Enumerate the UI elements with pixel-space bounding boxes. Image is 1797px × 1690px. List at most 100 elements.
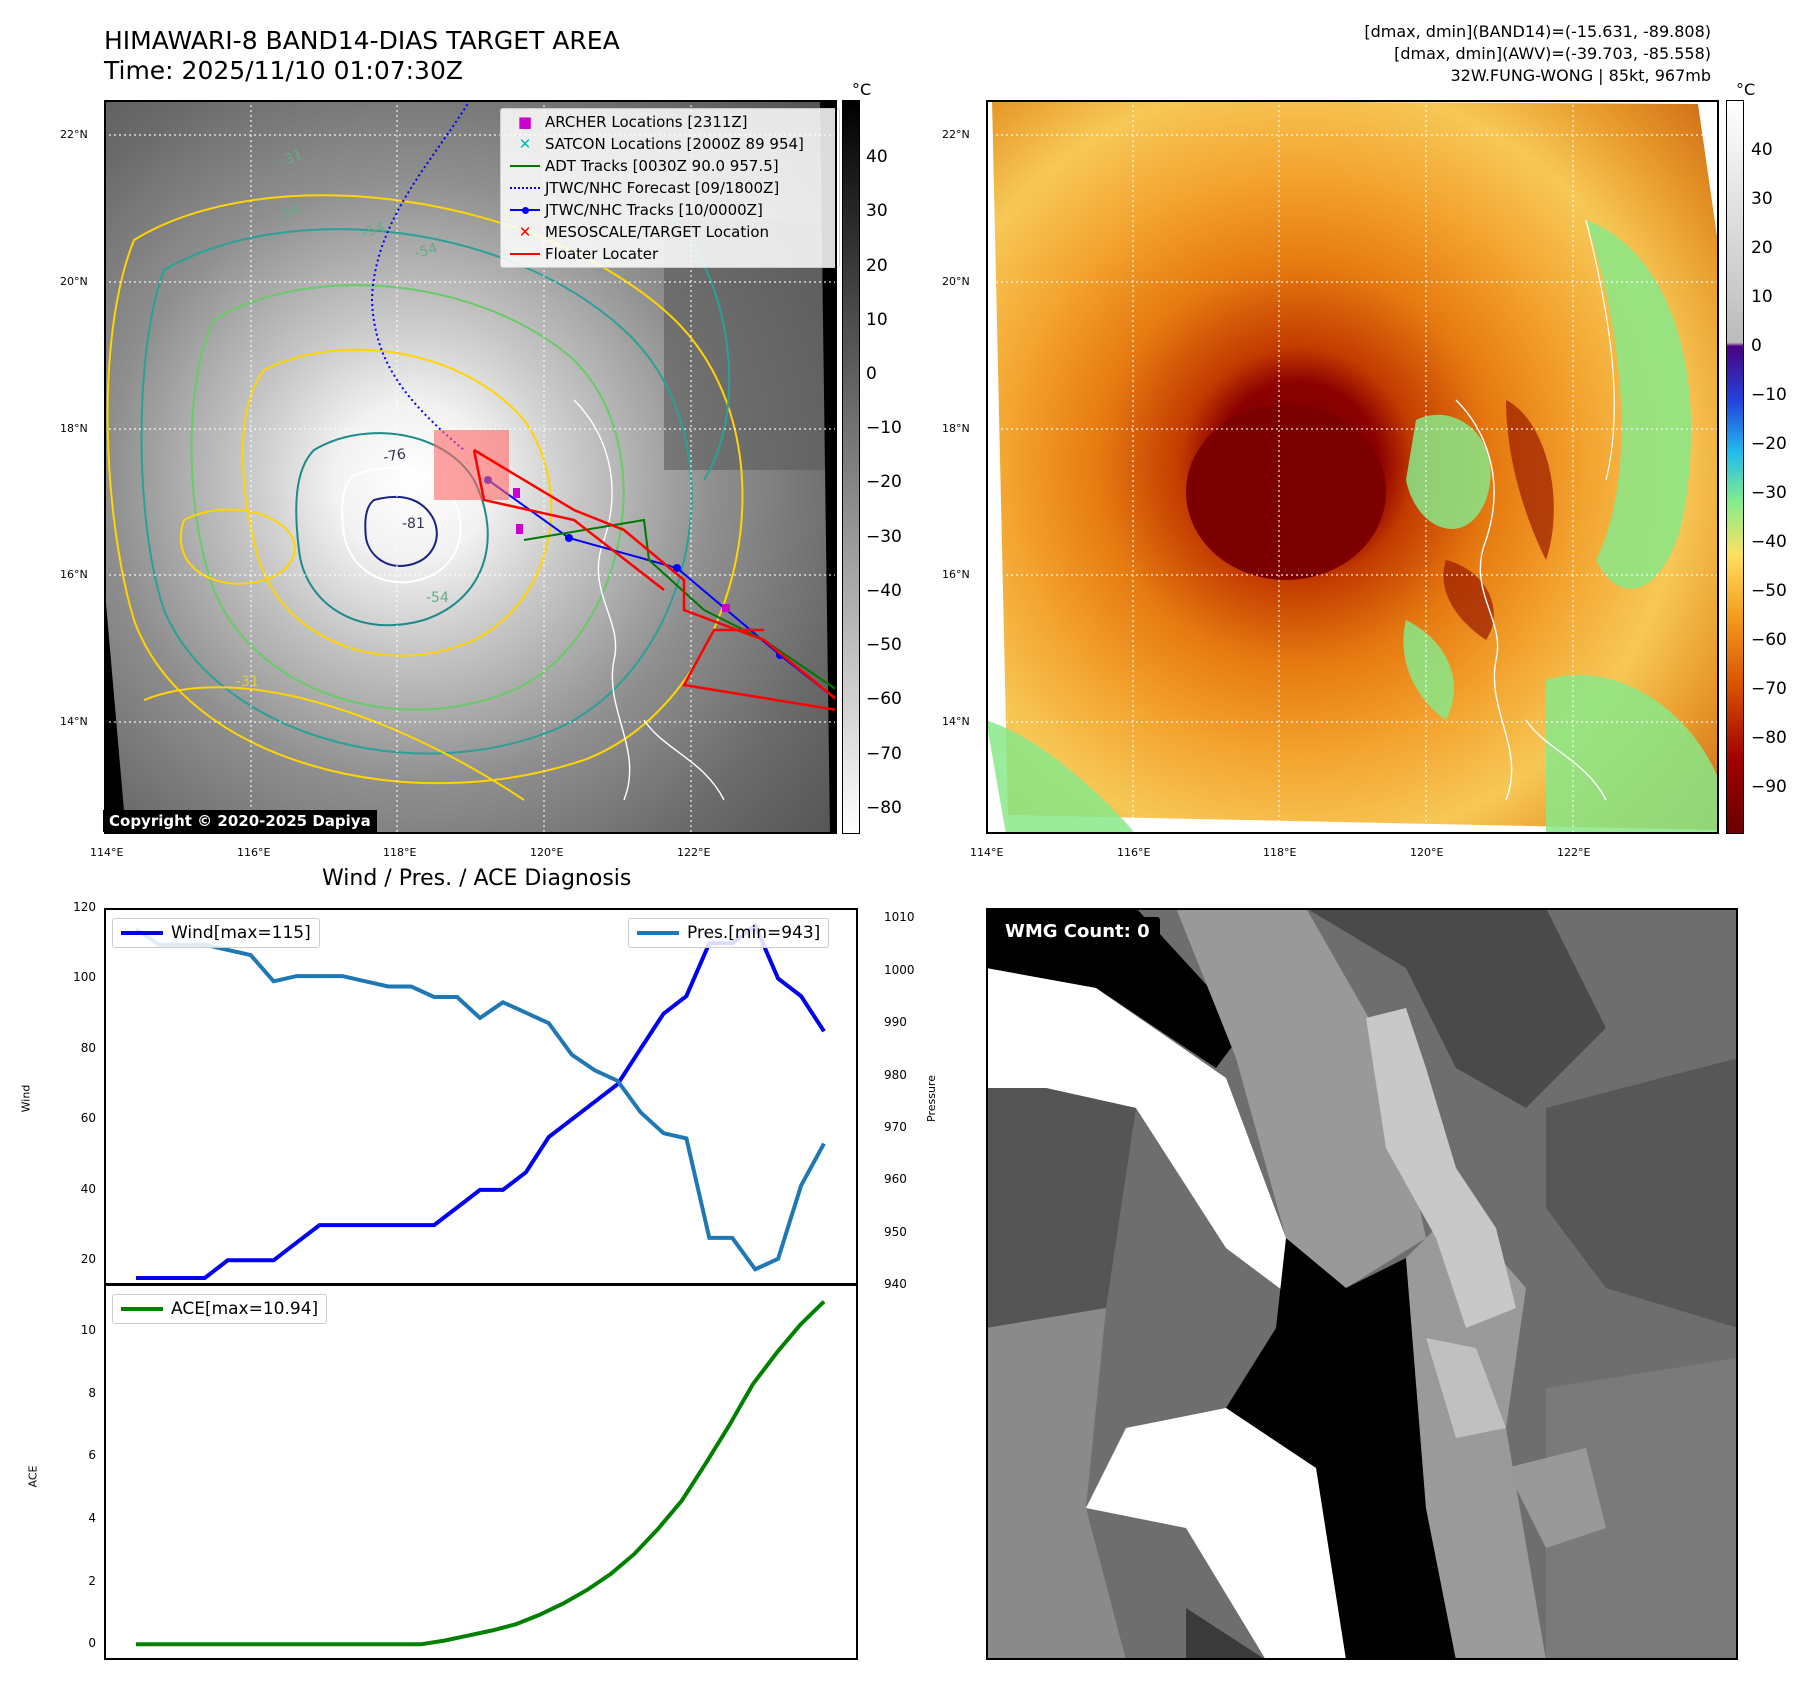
- colorbar-tick: −70: [866, 744, 902, 764]
- colorbar-tick: −30: [866, 527, 902, 547]
- axis-tick-label: 970: [884, 1119, 907, 1134]
- storm-info: 32W.FUNG-WONG | 85kt, 967mb: [1450, 66, 1711, 85]
- line-icon: [121, 931, 163, 935]
- lat-tick: 22°N: [60, 128, 88, 141]
- axis-tick-label: 4: [88, 1511, 96, 1525]
- colorbar-tick: −30: [1751, 483, 1787, 503]
- figure-time: Time: 2025/11/10 01:07:30Z: [104, 56, 463, 85]
- colorbar-tick: 0: [1751, 336, 1762, 356]
- colorbar-tick: −60: [1751, 630, 1787, 650]
- axis-tick-label: 1000: [884, 962, 915, 977]
- axis-tick-label: 2: [88, 1573, 96, 1588]
- contour-label: -54: [360, 219, 387, 242]
- colorbar-unit: °C: [1736, 80, 1756, 99]
- lon-tick: 116°E: [237, 846, 271, 859]
- colorbar-tick: −40: [1751, 532, 1787, 552]
- colorbar-tick: 40: [866, 147, 888, 167]
- lat-tick: 14°N: [942, 715, 970, 728]
- line-icon: [121, 1307, 163, 1311]
- lat-tick: 20°N: [942, 275, 970, 288]
- lat-tick: 16°N: [942, 568, 970, 581]
- dmax-awv: [dmax, dmin](AWV)=(-39.703, -85.558): [1394, 44, 1711, 63]
- colorbar-tick: −20: [1751, 434, 1787, 454]
- colorbar-tick: −10: [866, 418, 902, 438]
- legend-floater: Floater Locater: [505, 243, 835, 265]
- colorbar-tick: 30: [1751, 189, 1773, 209]
- ace-legend-label: ACE[max=10.94]: [171, 1299, 319, 1319]
- colorbar-tick: −60: [866, 689, 902, 709]
- ace-plot: [136, 1300, 826, 1647]
- map-legend: ■ ARCHER Locations [2311Z] ✕ SATCON Loca…: [500, 108, 840, 268]
- lat-tick: 20°N: [60, 275, 88, 288]
- series-line: [136, 1300, 826, 1647]
- axis-tick-label: 120: [73, 900, 96, 914]
- ace-frame: [104, 1284, 858, 1660]
- wind-pressure-frame: [104, 908, 858, 1285]
- contour-label: -54: [413, 240, 439, 261]
- dotted-line-icon: [505, 187, 545, 189]
- lon-tick: 122°E: [677, 846, 711, 859]
- axis-tick-label: 60: [80, 1111, 96, 1126]
- copyright-label: Copyright © 2020-2025 Dapiya: [103, 810, 377, 832]
- lat-tick: 16°N: [60, 568, 88, 581]
- ace-axis-label: ACE: [26, 1465, 40, 1488]
- wmg-count-badge: WMG Count: 0: [995, 917, 1160, 946]
- colorbar-tick: −20: [866, 472, 902, 492]
- axis-tick-label: 960: [884, 1172, 907, 1187]
- dmax-band14: [dmax, dmin](BAND14)=(-15.631, -89.808): [1364, 22, 1711, 41]
- colorbar-tick: 30: [866, 201, 888, 221]
- axis-tick-label: 80: [80, 1040, 96, 1055]
- lon-tick: 114°E: [90, 846, 124, 859]
- contour-label: -31: [236, 674, 259, 690]
- ace-legend: ACE[max=10.94]: [112, 1294, 328, 1324]
- pressure-legend: Pres.[min=943]: [628, 918, 830, 948]
- line-dot-icon: [505, 206, 545, 214]
- colorbar-tick: 10: [866, 310, 888, 330]
- awv-map-panel: [986, 100, 1719, 834]
- wind-axis-label: Wind: [19, 1084, 33, 1113]
- lat-tick: 14°N: [60, 715, 88, 728]
- colorbar-tick: 20: [866, 256, 888, 276]
- right-colorbar: [1726, 100, 1744, 834]
- contour-label: -81: [402, 516, 425, 532]
- axis-tick-label: 990: [884, 1015, 907, 1030]
- axis-tick-label: 10: [80, 1323, 96, 1337]
- colorbar-tick: 0: [866, 364, 877, 384]
- line-icon: [505, 253, 545, 255]
- lat-tick: 22°N: [942, 128, 970, 141]
- axis-tick-label: 0: [88, 1636, 96, 1651]
- colorbar-tick: −80: [866, 798, 902, 818]
- diagnosis-title: Wind / Pres. / ACE Diagnosis: [322, 866, 632, 891]
- colorbar-tick: −80: [1751, 728, 1787, 748]
- axis-tick-label: 40: [80, 1181, 96, 1196]
- pressure-axis-label: Pressure: [924, 1075, 938, 1122]
- lon-tick: 122°E: [1557, 846, 1591, 859]
- colorbar-tick: −50: [1751, 581, 1787, 601]
- series-line: [134, 927, 826, 1272]
- line-icon: [505, 165, 545, 167]
- colorbar-tick: 20: [1751, 238, 1773, 258]
- lon-tick: 120°E: [1410, 846, 1444, 859]
- wind-legend: Wind[max=115]: [112, 918, 320, 948]
- left-colorbar: [842, 100, 860, 834]
- colorbar-tick: −70: [1751, 679, 1787, 699]
- contour-label: -76: [382, 446, 407, 466]
- legend-archer: ■ ARCHER Locations [2311Z]: [505, 111, 835, 133]
- legend-forecast: JTWC/NHC Forecast [09/1800Z]: [505, 177, 835, 199]
- axis-tick-label: 980: [884, 1067, 907, 1082]
- legend-mesoscale: ✕ MESOSCALE/TARGET Location: [505, 221, 835, 243]
- wmg-frame: [986, 908, 1738, 1660]
- lon-tick: 114°E: [970, 846, 1004, 859]
- line-icon: [637, 931, 679, 935]
- lon-tick: 116°E: [1117, 846, 1151, 859]
- square-icon: ■: [517, 113, 533, 131]
- axis-tick-label: 940: [884, 1277, 907, 1291]
- awv-map-frame: [986, 100, 1719, 834]
- axis-tick-label: 1010: [884, 910, 915, 925]
- legend-tracks: JTWC/NHC Tracks [10/0000Z]: [505, 199, 835, 221]
- axis-tick-label: 8: [88, 1385, 96, 1400]
- colorbar-tick: −50: [866, 635, 902, 655]
- colorbar-tick: −90: [1751, 777, 1787, 797]
- wind-legend-label: Wind[max=115]: [171, 923, 311, 943]
- lat-tick: 18°N: [942, 422, 970, 435]
